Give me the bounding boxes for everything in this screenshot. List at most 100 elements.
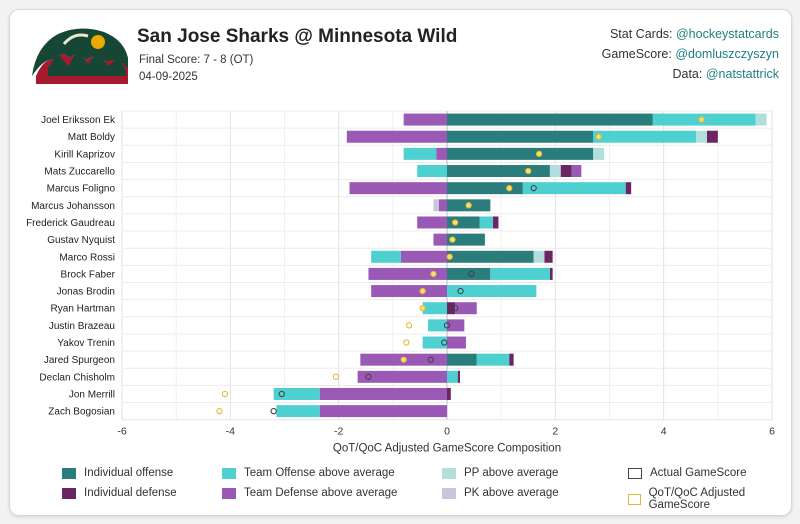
- y-tick-label: Jonas Brodin: [57, 287, 115, 298]
- bar-segment: [276, 405, 320, 418]
- adjusted-gamescore-marker: [449, 236, 456, 243]
- bar-segment: [357, 370, 447, 383]
- bar-segment: [447, 165, 550, 178]
- bar-segment: [490, 267, 550, 280]
- actual-gamescore-marker: [270, 407, 277, 415]
- x-tick-label: 2: [552, 426, 558, 438]
- bar-segment: [549, 267, 553, 280]
- bar-segment: [349, 182, 447, 195]
- y-tick-label: Zach Bogosian: [48, 407, 115, 418]
- legend-item: QoT/QoC Adjusted GameScore: [628, 487, 791, 511]
- bar-segment: [447, 147, 594, 160]
- bar-segment: [371, 285, 447, 298]
- actual-gamescore-marker: [441, 339, 448, 346]
- y-tick-label: Marco Rossi: [59, 252, 115, 263]
- adjusted-gamescore-marker: [525, 167, 532, 175]
- adjusted-gamescore-marker: [216, 407, 223, 415]
- credits: Stat Cards: @hockeystatcards GameScore: …: [602, 24, 779, 84]
- credit-handle[interactable]: @natstattrick: [705, 67, 779, 81]
- bar-segment: [522, 182, 626, 195]
- x-axis-label: QoT/QoC Adjusted GameScore Composition: [333, 443, 561, 455]
- bar-segment: [447, 387, 451, 400]
- bar-segment: [368, 267, 447, 280]
- bar-segment: [707, 130, 718, 143]
- bar-segment: [696, 130, 707, 143]
- bar-segment: [493, 216, 499, 229]
- y-tick-label: Brock Faber: [61, 269, 116, 280]
- bar-segment: [447, 319, 465, 332]
- legend-label: Actual GameScore: [650, 467, 747, 479]
- bar-segment: [346, 130, 447, 143]
- y-tick-label: Yakov Trenin: [57, 338, 115, 349]
- bar-segment: [447, 353, 477, 366]
- credit-handle[interactable]: @domluszczyszyn: [675, 47, 779, 61]
- adjusted-gamescore-marker: [595, 133, 602, 140]
- bar-segment: [371, 250, 401, 263]
- legend-label: QoT/QoC Adjusted GameScore: [648, 487, 746, 511]
- bar-segment: [593, 147, 605, 160]
- x-tick-label: 0: [444, 426, 450, 438]
- adjusted-gamescore-marker: [419, 305, 426, 312]
- legend-label: Team Offense above average: [244, 467, 395, 479]
- legend-item: Team Offense above average: [222, 467, 395, 479]
- bar-segment: [447, 285, 537, 298]
- actual-gamescore-marker: [443, 322, 451, 329]
- legend-item: Team Defense above average: [222, 487, 397, 499]
- bar-segment: [479, 216, 494, 229]
- bar-segment: [447, 302, 456, 315]
- bar-segment: [428, 319, 447, 332]
- y-tick-label: Matt Boldy: [68, 132, 115, 143]
- bar-segment: [571, 165, 582, 178]
- bar-segment: [447, 370, 458, 383]
- bar-segment: [447, 182, 523, 195]
- bar-segment: [417, 165, 447, 178]
- bar-segment: [400, 250, 447, 263]
- team-logo: [28, 24, 130, 91]
- bar-segment: [438, 199, 447, 212]
- bar-segment: [447, 216, 480, 229]
- credit-handle[interactable]: @hockeystatcards: [675, 27, 779, 41]
- bar-segment: [457, 370, 460, 383]
- legend-swatch: [62, 487, 76, 499]
- bar-segment: [455, 302, 477, 315]
- chart-title: San Jose Sharks @ Minnesota Wild: [137, 26, 458, 47]
- adjusted-gamescore-marker: [698, 116, 705, 123]
- y-tick-label: Joel Eriksson Ek: [41, 115, 116, 126]
- bar-segment: [273, 387, 320, 400]
- legend-label: Individual offense: [84, 467, 174, 479]
- bar-segment: [319, 387, 447, 400]
- y-tick-label: Jon Merrill: [69, 389, 115, 400]
- bar-segment: [417, 216, 447, 229]
- y-tick-label: Frederick Gaudreau: [26, 218, 115, 229]
- bar-segment: [447, 250, 534, 263]
- adjusted-gamescore-marker: [400, 356, 407, 363]
- legend-label: PP above average: [464, 467, 559, 479]
- legend-item: Actual GameScore: [628, 467, 747, 479]
- adjusted-gamescore-marker: [221, 390, 229, 398]
- bar-segment: [755, 113, 767, 126]
- legend-swatch: [442, 467, 456, 479]
- y-tick-label: Marcus Foligno: [47, 184, 116, 195]
- legend-item: PK above average: [442, 487, 559, 499]
- adjusted-gamescore-marker: [332, 373, 340, 380]
- y-tick-label: Gustav Nyquist: [47, 235, 115, 246]
- stat-card: San Jose Sharks @ Minnesota Wild Final S…: [9, 9, 792, 516]
- actual-gamescore-marker: [468, 270, 475, 278]
- legend-swatch: [628, 493, 641, 505]
- bar-segment: [593, 130, 697, 143]
- actual-gamescore-marker: [457, 287, 464, 295]
- adjusted-gamescore-marker: [451, 219, 459, 226]
- credit-stat-cards: Stat Cards: @hockeystatcards: [609, 27, 779, 41]
- legend-label: Individual defense: [84, 487, 177, 499]
- game-date: 04-09-2025: [139, 71, 198, 83]
- legend-swatch: [628, 467, 642, 479]
- credit-data: Data: @natstattrick: [672, 67, 779, 81]
- adjusted-gamescore-marker: [419, 287, 426, 295]
- bar-segment: [447, 113, 653, 126]
- bar-segment: [533, 250, 545, 263]
- y-tick-label: Marcus Johansson: [31, 201, 115, 212]
- bar-segment: [422, 302, 447, 315]
- x-tick-label: 6: [769, 426, 775, 438]
- bar-segment: [403, 147, 437, 160]
- bar-segment: [544, 250, 553, 263]
